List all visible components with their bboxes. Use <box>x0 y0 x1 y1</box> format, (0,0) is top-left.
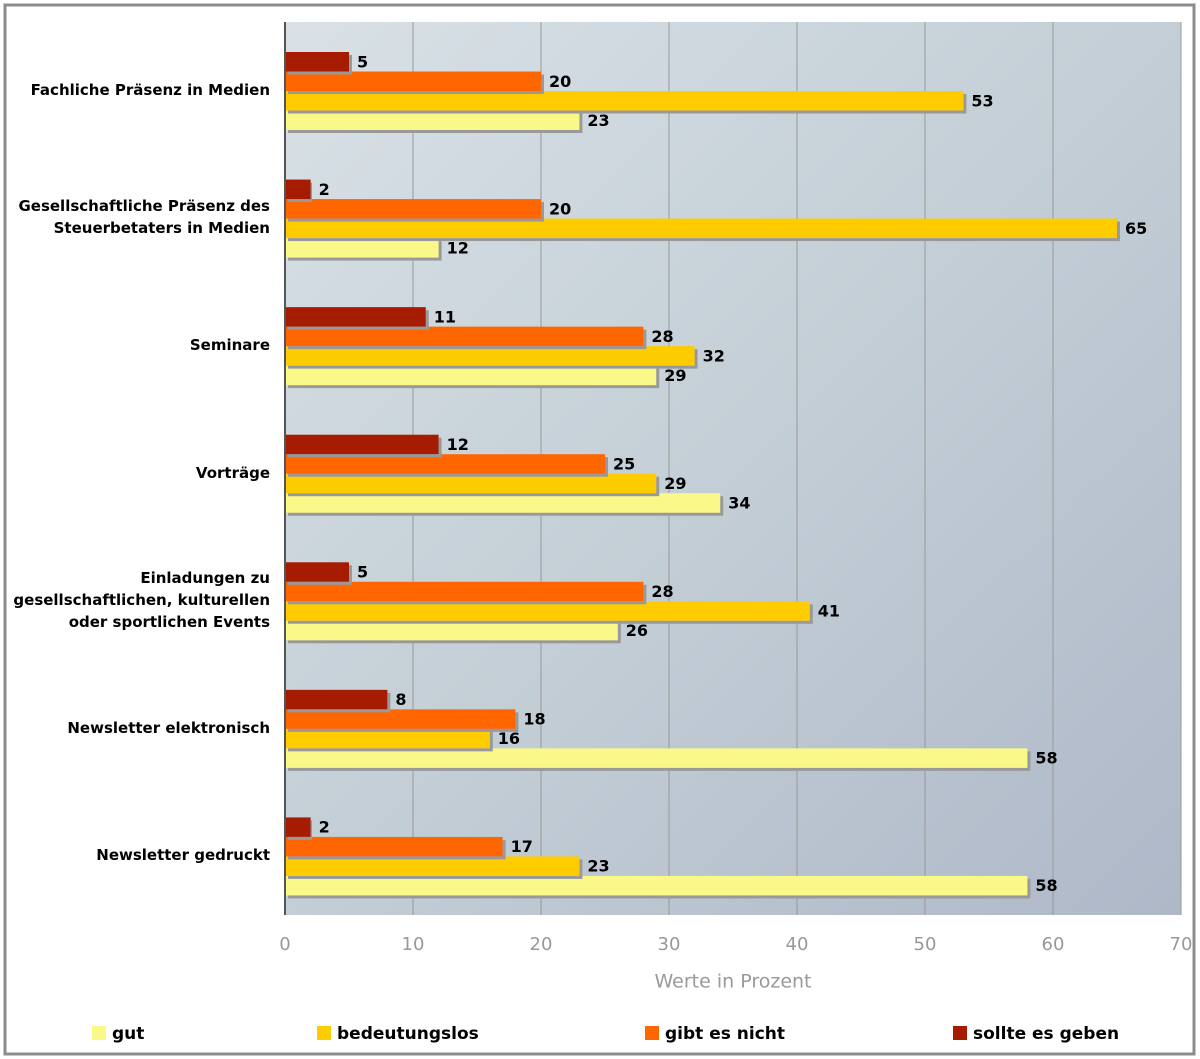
value-label: 12 <box>447 238 469 257</box>
bar <box>285 179 311 200</box>
bar <box>285 493 721 513</box>
value-label: 12 <box>447 435 469 454</box>
bar <box>285 836 503 857</box>
value-label: 28 <box>651 582 673 601</box>
value-label: 20 <box>549 72 571 91</box>
category-label: Newsletter elektronisch <box>67 718 270 737</box>
legend-swatch <box>92 1026 106 1040</box>
x-tick-label: 30 <box>658 934 681 955</box>
bar <box>285 856 580 876</box>
value-label: 23 <box>587 111 609 130</box>
x-axis-title: Werte in Prozent <box>654 971 811 993</box>
bar <box>285 71 541 91</box>
value-label: 58 <box>1035 749 1057 768</box>
x-tick-label: 60 <box>1042 934 1065 955</box>
bar <box>285 875 1028 896</box>
value-label: 53 <box>971 91 993 110</box>
legend-label: gut <box>112 1024 144 1044</box>
value-label: 26 <box>626 621 648 640</box>
bar <box>285 748 1028 768</box>
value-label: 41 <box>818 602 840 621</box>
legend-label: sollte es geben <box>973 1024 1119 1044</box>
bar <box>285 365 657 386</box>
bar <box>285 709 516 729</box>
bar <box>285 689 388 710</box>
value-label: 18 <box>523 710 545 729</box>
bar <box>285 601 810 621</box>
bar <box>285 326 644 347</box>
bar <box>285 346 695 366</box>
bar <box>285 238 439 258</box>
category-label: Gesellschaftliche Präsenz des Steuerbeta… <box>18 197 270 238</box>
value-label: 11 <box>434 307 456 326</box>
category-label: Vorträge <box>195 463 270 482</box>
bar <box>285 91 964 111</box>
value-label: 23 <box>587 857 609 876</box>
bar <box>285 199 541 219</box>
value-label: 17 <box>511 837 533 856</box>
value-label: 5 <box>357 563 368 582</box>
bar <box>285 52 349 72</box>
bar <box>285 110 580 130</box>
x-tick-label: 40 <box>786 934 809 955</box>
x-tick-label: 20 <box>530 934 553 955</box>
category-label: Seminare <box>189 335 270 354</box>
bar <box>285 581 644 602</box>
bar <box>285 620 618 641</box>
value-label: 20 <box>549 199 571 218</box>
value-label: 32 <box>703 346 725 365</box>
value-label: 29 <box>664 366 686 385</box>
value-label: 58 <box>1035 876 1057 895</box>
bar <box>285 728 490 749</box>
bar <box>285 454 605 474</box>
value-label: 2 <box>319 818 330 837</box>
value-label: 34 <box>728 493 750 512</box>
bar <box>285 562 349 582</box>
bar <box>285 307 426 327</box>
legend-swatch <box>645 1026 659 1040</box>
x-tick-label: 70 <box>1170 934 1193 955</box>
value-label: 5 <box>357 52 368 71</box>
legend-swatch <box>317 1026 331 1040</box>
legend-label: gibt es nicht <box>665 1024 785 1044</box>
category-label: Einladungen zu gesellschaftlichen, kultu… <box>13 569 270 632</box>
x-tick-label: 0 <box>279 934 290 955</box>
bar <box>285 434 439 455</box>
value-label: 16 <box>498 729 520 748</box>
bar <box>285 218 1117 239</box>
value-label: 28 <box>651 327 673 346</box>
category-label: Fachliche Präsenz in Medien <box>30 80 270 99</box>
x-tick-label: 10 <box>402 934 425 955</box>
value-label: 8 <box>395 690 406 709</box>
value-label: 65 <box>1125 219 1147 238</box>
value-label: 25 <box>613 454 635 473</box>
bar <box>285 473 657 494</box>
bar <box>285 817 311 837</box>
legend-swatch <box>953 1026 967 1040</box>
x-tick-label: 50 <box>914 934 937 955</box>
value-label: 2 <box>319 180 330 199</box>
category-label: Newsletter gedruckt <box>96 846 270 865</box>
value-label: 29 <box>664 474 686 493</box>
legend-label: bedeutungslos <box>337 1024 479 1044</box>
